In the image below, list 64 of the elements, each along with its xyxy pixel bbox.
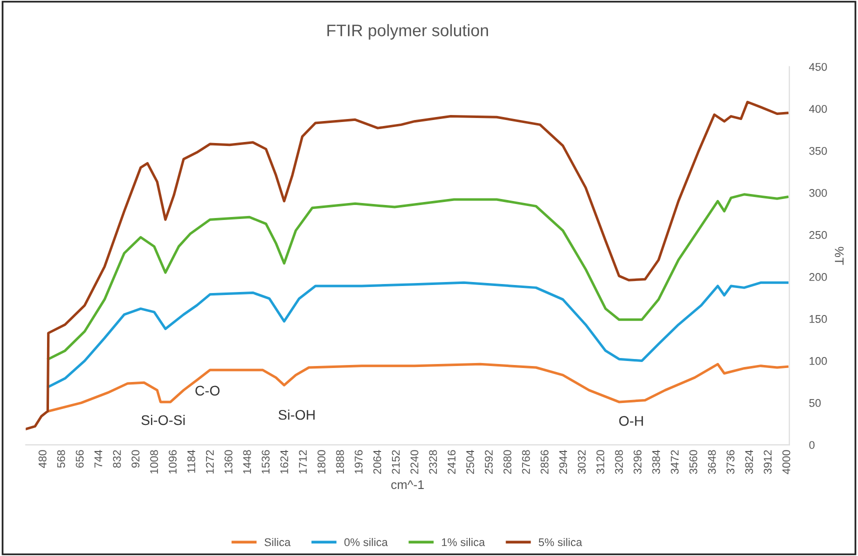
x-tick-label: 3208 [615, 450, 623, 474]
x-tick-label: 2680 [503, 450, 512, 474]
x-tick-label: 1976 [354, 450, 363, 474]
x-tick-label: 568 [57, 450, 66, 468]
x-tick-label: 656 [76, 450, 84, 468]
x-tick-label: 1008 [150, 450, 158, 474]
x-tick-label: 2592 [484, 450, 493, 474]
x-tick-label: 3296 [634, 450, 642, 474]
y-tick-label: 50 [809, 399, 821, 407]
y-tick-label: 400 [809, 104, 827, 113]
y-tick-label: 350 [809, 147, 827, 155]
x-tick-label: 1712 [298, 450, 307, 474]
x-tick-label: 3384 [652, 450, 660, 474]
x-tick-label: 2152 [392, 450, 400, 474]
y-tick-label: 200 [809, 273, 827, 281]
x-tick-label: 2768 [522, 450, 530, 474]
y-tick-label: 450 [809, 62, 827, 71]
x-tick-label: 1624 [280, 450, 288, 474]
x-tick-label: 1360 [224, 450, 232, 474]
y-tick-label: 300 [809, 189, 827, 197]
y-axis-title: %T [834, 246, 844, 265]
x-tick-label: 2328 [429, 450, 437, 474]
x-axis-title: cm^-1 [391, 480, 424, 490]
x-tick-label: 1184 [187, 450, 196, 473]
x-tick-label: 1800 [318, 450, 326, 474]
x-tick-label: 3912 [764, 450, 772, 474]
x-tick-label: 1536 [262, 450, 270, 474]
legend-label: 0% silica [344, 538, 388, 546]
x-tick-label: 2944 [559, 450, 568, 474]
annotation: O-H [619, 416, 643, 426]
x-tick-label: 1448 [243, 450, 252, 474]
x-tick-label: 3120 [596, 450, 604, 474]
x-tick-label: 744 [94, 450, 102, 468]
x-tick-label: 2240 [410, 450, 418, 474]
x-tick-label: 3560 [689, 450, 698, 474]
x-tick-label: 2504 [466, 450, 474, 474]
x-tick-label: 920 [132, 450, 140, 468]
x-tick-label: 832 [112, 450, 121, 468]
y-tick-label: 150 [810, 315, 827, 323]
x-tick-label: 2064 [373, 450, 382, 474]
x-tick-label: 3736 [726, 450, 734, 474]
legend-label: Silica [264, 538, 291, 546]
x-tick-label: 2856 [540, 450, 549, 474]
legend-label: 1% silica [442, 538, 485, 546]
legend-label: 5% silica [538, 538, 582, 546]
line-series [26, 100, 788, 430]
x-tick-label: 2416 [448, 450, 456, 474]
y-tick-label: 250 [809, 231, 827, 239]
x-tick-label: 3824 [745, 450, 754, 474]
x-tick-label: 1888 [336, 450, 344, 474]
x-tick-label: 4000 [782, 450, 790, 474]
x-tick-label: 3472 [670, 450, 679, 474]
annotation: Si-OH [278, 410, 315, 420]
chart-title: FTIR polymer solution [327, 24, 488, 40]
annotation: Si-O-Si [141, 414, 185, 426]
line-series [47, 193, 788, 360]
x-tick-label: 1096 [168, 450, 177, 474]
annotation: C-O [195, 386, 220, 396]
x-tick-label: 1272 [206, 450, 214, 474]
x-tick-label: 3648 [708, 450, 716, 474]
x-tick-label: 480 [38, 450, 46, 468]
x-tick-label: 3032 [578, 450, 586, 474]
y-tick-label: 0 [809, 441, 815, 449]
y-tick-label: 100 [810, 357, 827, 365]
